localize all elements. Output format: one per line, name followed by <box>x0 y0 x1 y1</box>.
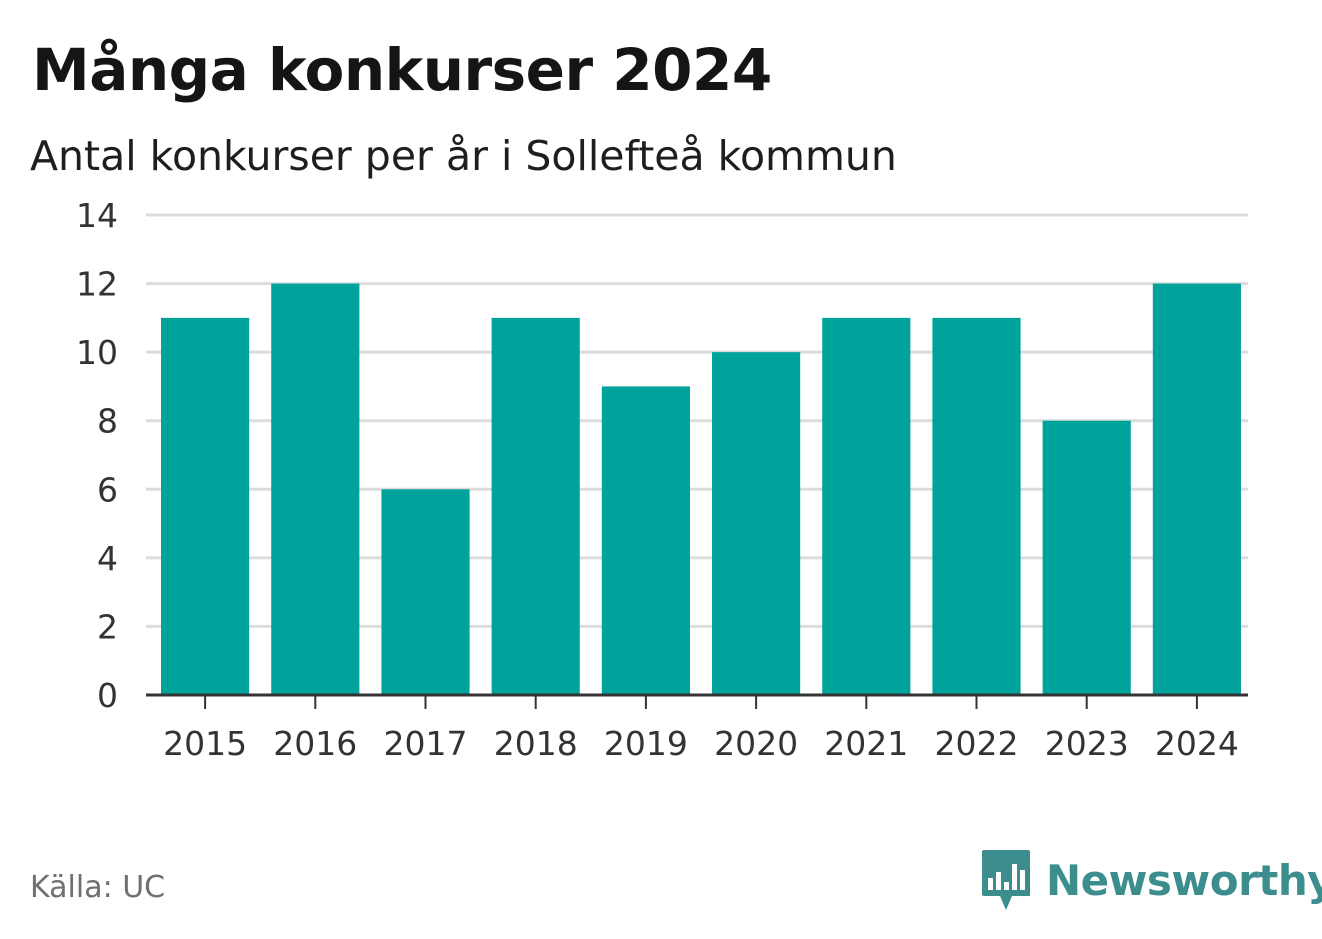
bar-2017 <box>381 489 470 695</box>
bar-chart: 0 2 4 6 8 10 12 14 2015 2016 2017 2018 2019 2020 2021 2… <box>76 196 1248 763</box>
brand: Newsworthy <box>980 848 1322 912</box>
tick-labels: 0 2 4 6 8 10 12 14 2015 2016 2017 2018 2019 2020 2021 2… <box>76 196 1239 763</box>
bar-2015 <box>161 317 250 695</box>
chart-title: Många konkurser 2024 <box>32 36 772 104</box>
bar-2023 <box>1042 420 1131 695</box>
x-tick-label-2016: 2016 <box>273 724 357 763</box>
y-tick-label-6: 6 <box>97 470 118 509</box>
bar-2016 <box>271 283 360 695</box>
x-tick-label-2022: 2022 <box>935 724 1019 763</box>
x-tick-label-2021: 2021 <box>824 724 908 763</box>
bars <box>161 283 1241 695</box>
bar-2020 <box>712 352 801 695</box>
bar-2019 <box>601 386 690 695</box>
y-tick-label-2: 2 <box>97 607 118 646</box>
x-tick-label-2018: 2018 <box>494 724 578 763</box>
x-tick-label-2017: 2017 <box>384 724 468 763</box>
x-tick-label-2023: 2023 <box>1045 724 1129 763</box>
brand-name: Newsworthy <box>1046 855 1322 905</box>
y-tick-label-4: 4 <box>97 539 118 578</box>
y-tick-label-8: 8 <box>97 402 118 441</box>
source-note: Källa: UC <box>30 870 166 905</box>
x-tick-label-2024: 2024 <box>1155 724 1239 763</box>
x-tick-label-2019: 2019 <box>604 724 688 763</box>
bar-2021 <box>822 317 911 695</box>
y-tick-label-10: 10 <box>76 333 118 372</box>
y-tick-label-14: 14 <box>76 196 118 235</box>
y-tick-label-12: 12 <box>76 265 118 304</box>
x-tick-label-2020: 2020 <box>714 724 798 763</box>
bar-2022 <box>932 317 1021 695</box>
chart-subtitle: Antal konkurser per år i Sollefteå kommu… <box>30 132 897 180</box>
newsworthy-bar-chart-icon <box>982 850 1030 910</box>
axes <box>146 693 1248 709</box>
x-tick-label-2015: 2015 <box>163 724 247 763</box>
y-tick-label-0: 0 <box>97 676 118 715</box>
bar-2018 <box>491 317 580 695</box>
bar-2024 <box>1152 283 1241 695</box>
